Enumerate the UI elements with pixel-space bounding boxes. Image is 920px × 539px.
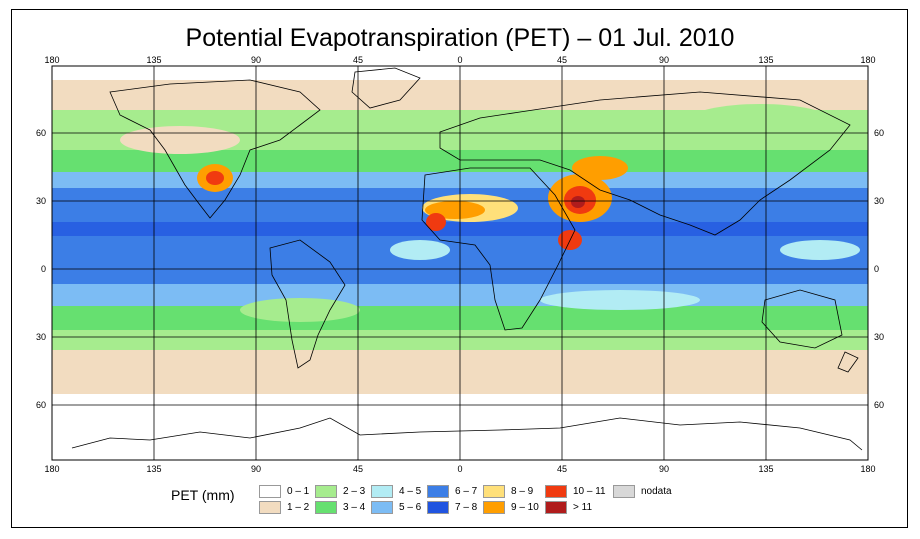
lon-label-bottom: 0 <box>457 464 462 474</box>
hotspot-central-asia <box>572 156 628 180</box>
legend-label: 9 – 10 <box>511 502 539 513</box>
map-border <box>51 65 869 461</box>
patch-siberia <box>690 104 830 136</box>
legend-label: 5 – 6 <box>399 502 422 513</box>
lon-label-top: 135 <box>146 55 161 65</box>
lat-label-left: 60 <box>36 128 46 138</box>
north-america-outline <box>109 79 321 219</box>
legend-label: 3 – 4 <box>343 502 366 513</box>
legend-swatch <box>483 485 505 498</box>
map-title: Potential Evapotranspiration (PET) – 01 … <box>185 24 735 52</box>
patch-indian-ocean <box>540 290 700 310</box>
legend-swatch <box>427 485 449 498</box>
lon-label-top: 180 <box>44 55 59 65</box>
hotspot-arabia-extreme <box>571 196 585 208</box>
legend-swatch <box>483 501 505 514</box>
lon-label-bottom: 45 <box>557 464 567 474</box>
eurasia-outline <box>439 91 851 236</box>
lon-label-top: 135 <box>758 55 773 65</box>
lon-label-top: 90 <box>251 55 261 65</box>
patch-pacific-west <box>780 240 860 260</box>
legend-swatch <box>545 485 567 498</box>
south-america-outline <box>269 239 346 369</box>
lon-label-bottom: 90 <box>251 464 261 474</box>
lon-label-top: 45 <box>353 55 363 65</box>
africa-outline <box>421 167 576 331</box>
legend-label: > 11 <box>573 502 592 513</box>
lon-label-top: 90 <box>659 55 669 65</box>
legend-swatch <box>371 501 393 514</box>
legend-label: 2 – 3 <box>343 486 366 497</box>
new-zealand-outline <box>837 351 859 373</box>
lat-label-left: 30 <box>36 332 46 342</box>
lat-label-left: 60 <box>36 400 46 410</box>
patch-north-america-cool <box>120 126 240 154</box>
legend-label: 1 – 2 <box>287 502 310 513</box>
lat-label-right: 30 <box>874 332 884 342</box>
legend-swatch <box>315 485 337 498</box>
coastlines <box>71 67 863 451</box>
legend-swatch <box>371 485 393 498</box>
lon-label-top: 0 <box>457 55 462 65</box>
lon-label-bottom: 90 <box>659 464 669 474</box>
australia-outline <box>761 289 843 349</box>
hotspot-us-southwest-core <box>206 171 224 185</box>
lat-label-right: 0 <box>874 264 879 274</box>
legend-swatch <box>259 485 281 498</box>
lon-label-bottom: 45 <box>353 464 363 474</box>
lon-label-top: 180 <box>860 55 875 65</box>
legend-label: 0 – 1 <box>287 486 310 497</box>
legend-title: PET (mm) <box>171 487 235 503</box>
hotspot-west-africa <box>426 213 446 231</box>
legend-label: 4 – 5 <box>399 486 422 497</box>
lon-label-bottom: 180 <box>860 464 875 474</box>
lon-label-top: 45 <box>557 55 567 65</box>
lat-label-right: 30 <box>874 196 884 206</box>
lon-label-bottom: 180 <box>44 464 59 474</box>
patch-atlantic <box>390 240 450 260</box>
legend-label: 8 – 9 <box>511 486 534 497</box>
legend-swatch <box>613 485 635 498</box>
legend-label: 10 – 11 <box>573 486 606 497</box>
legend-label: nodata <box>641 486 672 497</box>
legend-swatch <box>545 501 567 514</box>
lon-label-bottom: 135 <box>758 464 773 474</box>
graticule <box>52 66 868 460</box>
legend-label: 7 – 8 <box>455 502 478 513</box>
greenland-outline <box>351 67 421 109</box>
legend-swatch <box>315 501 337 514</box>
legend-swatch <box>259 501 281 514</box>
lat-label-right: 60 <box>874 128 884 138</box>
legend-swatch <box>427 501 449 514</box>
antarctica-outline <box>71 417 863 451</box>
lat-label-left: 0 <box>41 264 46 274</box>
lat-label-left: 30 <box>36 196 46 206</box>
lon-label-bottom: 135 <box>146 464 161 474</box>
patch-south-america <box>240 298 360 322</box>
legend-label: 6 – 7 <box>455 486 478 497</box>
lat-label-right: 60 <box>874 400 884 410</box>
